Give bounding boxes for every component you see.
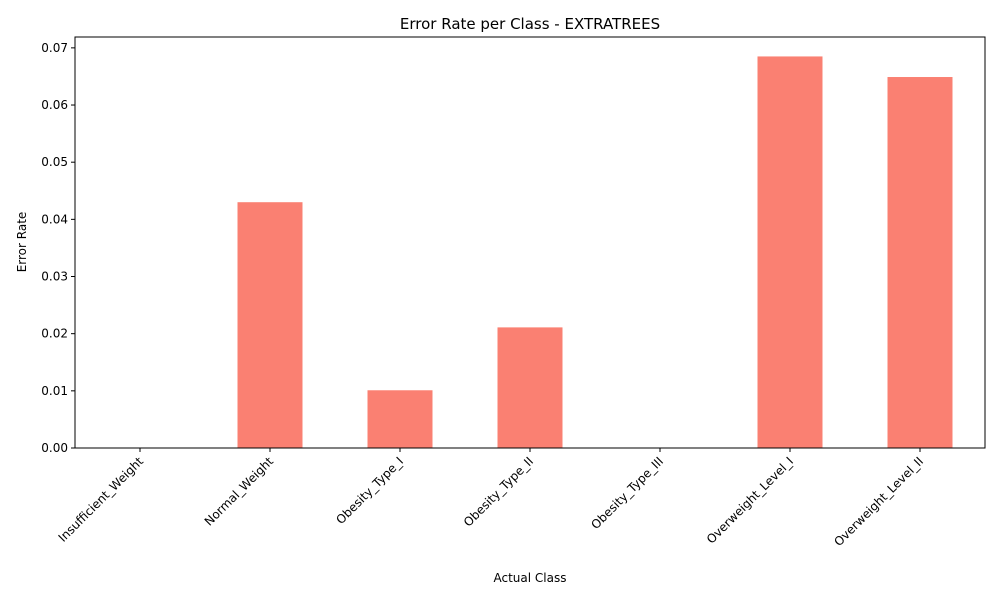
chart-title: Error Rate per Class - EXTRATREES: [400, 15, 660, 33]
y-tick-label: 0.00: [41, 441, 68, 455]
bar-overweight-level-ii: [887, 77, 953, 448]
y-tick-label: 0.01: [41, 384, 68, 398]
y-axis-label: Error Rate: [15, 212, 29, 273]
bar-obesity-type-i: [367, 390, 433, 448]
x-axis-label: Actual Class: [494, 571, 567, 585]
y-tick-label: 0.07: [41, 41, 68, 55]
y-tick-label: 0.02: [41, 327, 68, 341]
y-tick-label: 0.05: [41, 155, 68, 169]
bar-obesity-type-ii: [497, 327, 563, 448]
bar-normal-weight: [237, 202, 303, 448]
y-tick-label: 0.03: [41, 270, 68, 284]
plot-area-frame: [74, 36, 986, 449]
y-tick-label: 0.06: [41, 98, 68, 112]
y-ticks-group: 0.00 0.01 0.02 0.03 0.04 0.05 0.06 0.07: [41, 41, 75, 455]
bar-overweight-level-i: [757, 56, 823, 448]
bars-group: [237, 56, 953, 448]
y-tick-label: 0.04: [41, 212, 68, 226]
